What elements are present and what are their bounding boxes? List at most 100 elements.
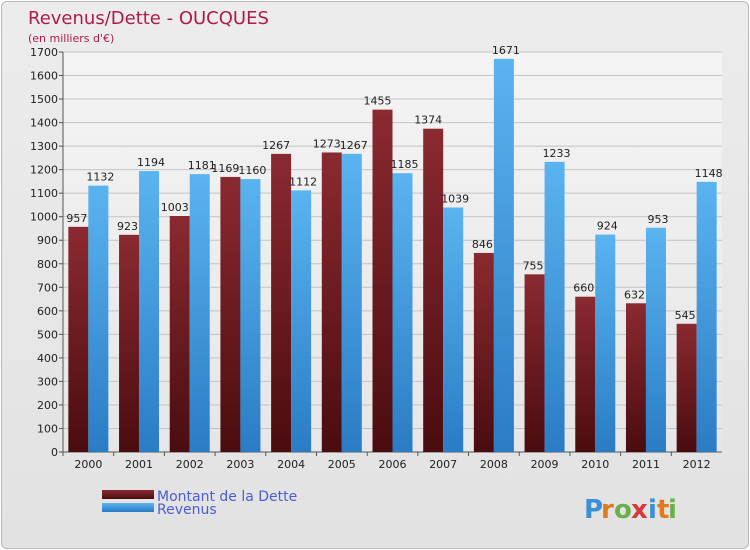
x-tick-label: 2007 [429,458,457,471]
revenue-bar [392,173,413,453]
y-tick-label: 1300 [30,140,58,153]
y-tick-label: 1600 [30,70,58,83]
revenue-bar [595,234,616,452]
debt-bar [372,109,393,452]
revenue-data-label: 1194 [137,156,165,169]
x-tick-label: 2000 [74,458,102,471]
brand-letter: i [668,495,677,525]
debt-data-label: 957 [66,212,87,225]
debt-bar [625,303,646,452]
y-tick-label: 1100 [30,187,58,200]
legend-swatch-debt [102,490,154,499]
debt-bar [524,274,545,452]
x-tick-label: 2006 [379,458,407,471]
revenue-bar [88,185,109,452]
proxiti-logo: Pr o x i ti [584,495,677,525]
debt-bar [220,176,241,453]
revenue-data-label: 924 [597,220,618,233]
revenue-data-label: 1160 [238,164,266,177]
x-tick-label: 2010 [581,458,609,471]
debt-bar [575,296,596,452]
brand-letter: t [657,495,669,525]
y-tick-label: 1500 [30,93,58,106]
revenue-data-label: 1267 [340,139,368,152]
debt-data-label: 1455 [364,95,392,108]
y-tick-label: 1000 [30,211,58,224]
revenue-bar [291,190,312,452]
brand-letter: r [601,495,614,525]
revenue-data-label: 1181 [188,159,216,172]
y-tick-label: 0 [51,446,58,459]
revenue-data-label: 1148 [695,167,723,180]
y-tick-label: 100 [37,422,58,435]
x-tick-label: 2004 [277,458,305,471]
brand-letter: o [614,495,632,525]
chart-title: Revenus/Dette - OUCQUES [28,8,269,29]
brand-letter: P [584,495,603,525]
x-tick-label: 2011 [632,458,660,471]
revenue-bar [240,179,261,452]
brand-letter: x [631,495,648,525]
revenue-bar [645,227,666,452]
revenue-data-label: 1185 [391,158,419,171]
debt-bar [676,323,697,452]
y-tick-label: 300 [37,375,58,388]
x-tick-label: 2008 [480,458,508,471]
debt-data-label: 1273 [313,137,341,150]
y-tick-label: 900 [37,234,58,247]
x-tick-label: 2005 [328,458,356,471]
brand-letter: i [648,495,657,525]
legend-label-revenue: Revenus [157,502,217,518]
x-tick-label: 2001 [125,458,153,471]
debt-data-label: 755 [523,259,544,272]
revenue-data-label: 1671 [492,44,520,57]
debt-data-label: 923 [117,220,138,233]
revenue-bar [443,207,464,452]
y-tick-label: 400 [37,352,58,365]
legend-swatch-revenue [102,503,154,512]
debt-bar [321,152,342,452]
revenue-data-label: 953 [647,213,668,226]
y-tick-label: 600 [37,305,58,318]
debt-data-label: 1267 [262,139,290,152]
debt-data-label: 660 [573,282,594,295]
revenue-data-label: 1233 [543,147,571,160]
debt-data-label: 632 [624,288,645,301]
y-tick-label: 800 [37,258,58,271]
debt-data-label: 545 [675,309,696,322]
revenue-data-label: 1112 [289,175,317,188]
revenue-bar [139,171,160,452]
debt-bar [169,216,190,452]
y-tick-label: 200 [37,399,58,412]
debt-data-label: 1169 [211,162,239,175]
x-tick-label: 2003 [226,458,254,471]
revenue-data-label: 1039 [441,193,469,206]
legend-label-debt: Montant de la Dette [157,489,297,505]
debt-data-label: 846 [472,238,493,251]
debt-bar [271,153,292,452]
revenue-bar [696,181,717,452]
x-tick-label: 2012 [683,458,711,471]
revenue-data-label: 1132 [86,171,114,184]
debt-bar [119,234,140,452]
debt-bar [68,226,89,452]
y-tick-label: 1200 [30,164,58,177]
x-tick-label: 2002 [176,458,204,471]
debt-data-label: 1003 [161,201,189,214]
revenue-bar [189,174,210,452]
debt-bar [423,128,444,452]
revenue-bar [341,153,362,452]
chart-subtitle: (en milliers d'€) [28,32,114,45]
debt-bar [473,252,494,452]
revenue-bar [493,58,514,453]
y-tick-label: 1700 [30,46,58,59]
revenue-bar [544,161,565,452]
plot-area: 0 100 200 300 400 500 600 700 800 900 1000 1100 1200… [30,44,723,471]
y-tick-label: 700 [37,281,58,294]
debt-data-label: 1374 [414,114,442,127]
x-tick-label: 2009 [531,458,559,471]
y-tick-label: 500 [37,328,58,341]
